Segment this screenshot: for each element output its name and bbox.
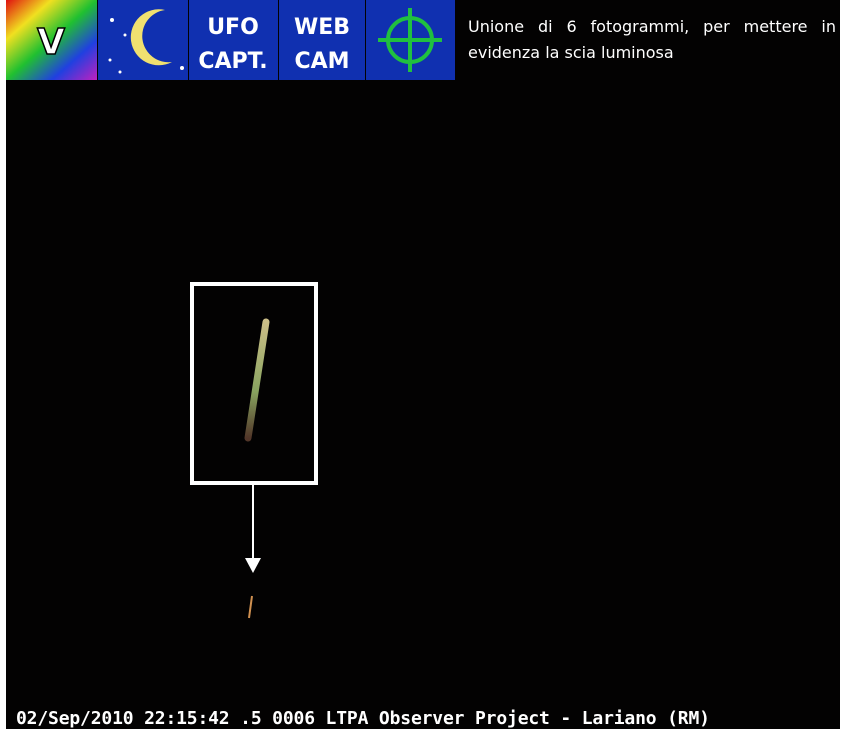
logo-line: CAPT.: [198, 49, 267, 74]
timestamp: 02/Sep/2010 22:15:42 .5 0006 LTPA Observ…: [16, 708, 710, 729]
caption: Unione di 6 fotogrammi, per mettere in e…: [468, 14, 836, 66]
page: V UFO CAPT. WEB CAM 02/Sep/2010 22:15:42…: [0, 0, 846, 729]
logo-line: CAM: [294, 49, 349, 74]
logo-label: V: [37, 22, 65, 63]
webcam-image: V UFO CAPT. WEB CAM 02/Sep/2010 22:15:42…: [0, 0, 846, 729]
logo-line: WEB: [294, 15, 350, 40]
frame: V UFO CAPT. WEB CAM 02/Sep/2010 22:15:42…: [0, 0, 846, 729]
night-sky: [6, 0, 840, 729]
logo-moon[interactable]: [98, 0, 188, 80]
logo-line: UFO: [207, 15, 259, 40]
